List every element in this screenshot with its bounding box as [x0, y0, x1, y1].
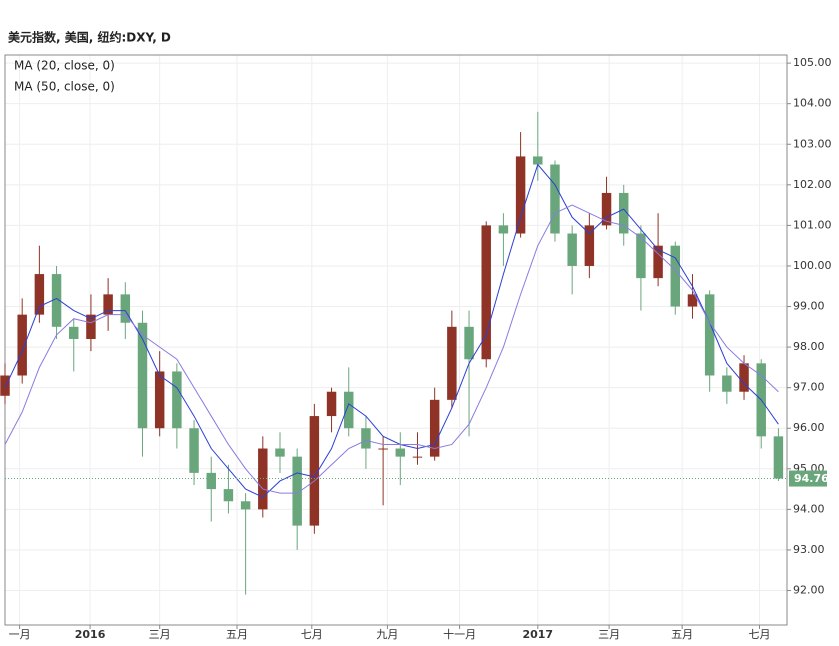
candle-body	[739, 363, 749, 392]
candle-body	[309, 416, 320, 526]
candle-body	[653, 245, 663, 279]
candle-body	[618, 192, 629, 234]
candle-body	[275, 448, 285, 457]
moving-average-line	[4, 204, 779, 494]
legend-entry: MA (50, close, 0)	[14, 80, 115, 94]
candle-body	[120, 294, 131, 323]
legend-entry: MA (20, close, 0)	[14, 59, 115, 73]
candle-body	[584, 225, 595, 266]
y-tick-label: 102.00	[793, 178, 832, 191]
x-tick-label: 七月	[301, 628, 323, 641]
x-tick-label: 2016	[75, 628, 106, 641]
last-price-badge	[789, 470, 827, 487]
candle-body	[395, 448, 406, 457]
candle-body	[567, 233, 577, 266]
y-tick-label: 97.00	[793, 381, 825, 394]
candle-body	[412, 456, 423, 458]
candle-body	[481, 225, 491, 360]
candle-body	[601, 192, 612, 226]
candle-body	[498, 225, 509, 234]
candle-body	[361, 428, 371, 449]
candle-body	[344, 391, 354, 429]
candle-body	[515, 156, 526, 234]
y-tick-label: 101.00	[793, 218, 832, 231]
last-price-label: 94.76	[794, 472, 829, 485]
candle-body	[687, 294, 698, 307]
candle-body	[464, 326, 474, 360]
candle-body	[103, 294, 113, 315]
candle-body	[189, 428, 199, 473]
candle-body	[533, 156, 543, 165]
y-tick-label: 92.00	[793, 584, 825, 597]
plot-frame	[4, 54, 788, 626]
candle-body	[69, 326, 79, 339]
x-tick-label: 五月	[671, 628, 693, 641]
y-tick-label: 104.00	[793, 97, 832, 110]
marks	[0, 111, 787, 595]
candle-body	[223, 489, 234, 502]
candle-body	[636, 233, 646, 279]
candle-body	[154, 371, 165, 429]
candle-body	[550, 164, 560, 234]
x-tick-label: 三月	[598, 628, 620, 641]
candle-body	[292, 456, 302, 526]
y-tick-label: 99.00	[793, 300, 825, 313]
candle-body	[240, 501, 251, 510]
chart-title: 美元指数, 美国, 纽约:DXY, D	[8, 30, 171, 45]
x-tick-label: 三月	[149, 628, 171, 641]
candle-body	[17, 314, 27, 376]
candle-body	[258, 448, 268, 510]
y-tick-label: 103.00	[793, 137, 832, 150]
candle-body	[172, 371, 182, 429]
candle-body	[670, 245, 681, 307]
candle-body	[704, 294, 715, 376]
candle-body	[447, 326, 457, 400]
y-tick-label: 94.00	[793, 502, 825, 515]
candle-body	[429, 399, 440, 457]
x-tick-label: 五月	[226, 628, 248, 641]
candle-body	[773, 436, 784, 479]
candle-body	[378, 448, 388, 450]
x-tick-label: 七月	[749, 628, 771, 641]
candle-body	[137, 322, 148, 429]
y-tick-label: 100.00	[793, 259, 832, 272]
x-tick-label: 九月	[376, 628, 398, 641]
y-tick-label: 105.00	[793, 56, 832, 69]
candle-body	[326, 391, 337, 417]
x-tick-label: 十一月	[443, 627, 476, 641]
candle-body	[86, 314, 96, 339]
candle-body	[206, 472, 216, 490]
x-tick-label: 一月	[9, 628, 31, 641]
y-tick-label: 93.00	[793, 543, 825, 556]
y-tick-label: 98.00	[793, 340, 825, 353]
candle-body	[722, 375, 732, 392]
x-tick-label: 2017	[522, 628, 553, 641]
candle-body	[0, 375, 10, 396]
y-tick-label: 96.00	[793, 421, 825, 434]
candle-body	[34, 274, 45, 315]
candle-body	[51, 274, 62, 327]
